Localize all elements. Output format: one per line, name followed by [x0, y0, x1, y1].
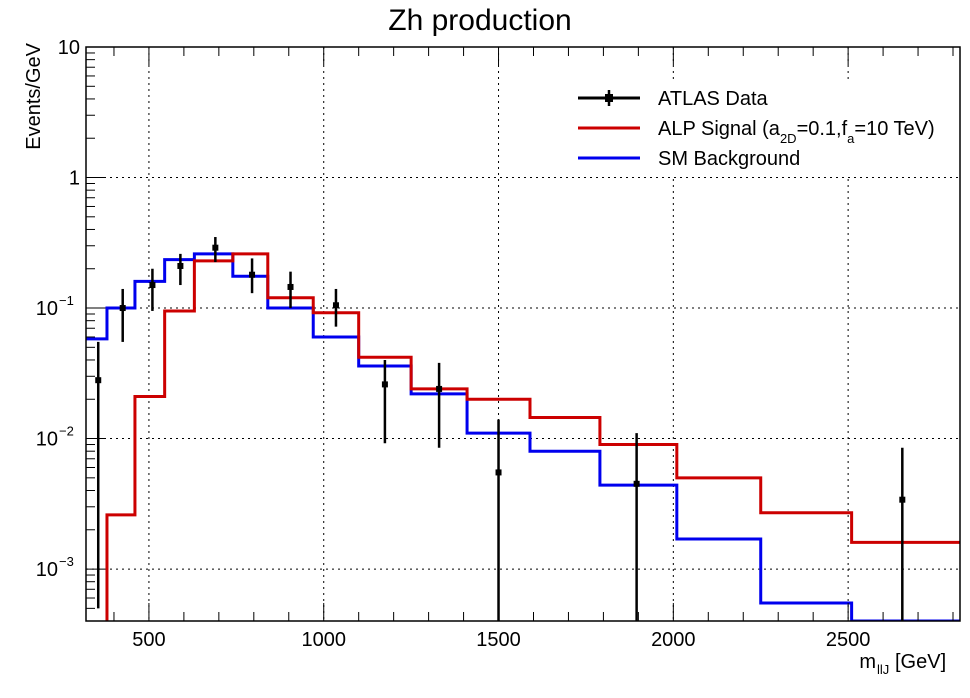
- legend-label: ATLAS Data: [658, 88, 769, 110]
- y-ticks: [86, 46, 104, 622]
- data-point-marker: [249, 271, 256, 278]
- legend-label: ALP Signal (a2D=0.1,fa=10 TeV): [658, 118, 935, 146]
- data-point-marker: [436, 385, 443, 392]
- legend-swatch-marker: [605, 94, 613, 102]
- plot-area: [86, 47, 960, 621]
- data-point-marker: [332, 302, 339, 309]
- data-point-marker: [899, 496, 906, 503]
- x-axis-label-main: m: [859, 651, 876, 673]
- data-point-marker: [177, 262, 184, 269]
- x-axis-label: m llJ [GeV]: [859, 651, 946, 677]
- data-point-marker: [495, 469, 502, 476]
- y-tick-label: 10 −2: [36, 424, 74, 451]
- series-data-points: [95, 237, 906, 621]
- data-point-marker: [95, 377, 102, 384]
- series-group: [86, 237, 960, 621]
- legend: ATLAS Data ALP Signal (a2D=0.1,fa=10 TeV)…: [564, 81, 950, 176]
- x-tick-label: 2500: [826, 629, 871, 651]
- y-tick-label: 1: [69, 168, 80, 190]
- y-tick-label: 10 −3: [36, 554, 74, 581]
- plot-frame: [85, 46, 961, 622]
- y-tick-label: 10 −1: [36, 293, 74, 320]
- data-point-marker: [381, 381, 388, 388]
- y-tick-base: 10: [36, 429, 58, 451]
- y-axis-label: Events/GeV: [23, 42, 45, 149]
- x-axis-label-unit: [GeV]: [895, 651, 946, 673]
- y-tick-exponent: −1: [59, 293, 74, 308]
- x-tick-label: 500: [132, 629, 165, 651]
- y-tick-label: 10: [58, 37, 80, 59]
- data-point-marker: [119, 305, 126, 312]
- y-tick-exponent: −3: [59, 554, 74, 569]
- data-point-marker: [149, 282, 156, 289]
- data-point-marker: [287, 283, 294, 290]
- grid: [86, 47, 960, 621]
- x-ticks: [113, 47, 954, 621]
- y-tick-base: 10: [36, 298, 58, 320]
- y-tick-exponent: −2: [59, 424, 74, 439]
- x-tick-label: 1500: [476, 629, 521, 651]
- series-line-alp-signal: [105, 252, 960, 621]
- data-point-marker: [633, 480, 640, 487]
- data-point-marker: [212, 244, 219, 251]
- x-tick-label: 2000: [651, 629, 696, 651]
- y-tick-base: 10: [36, 559, 58, 581]
- x-axis-label-sub: llJ: [877, 662, 889, 677]
- x-tick-label: 1000: [301, 629, 346, 651]
- chart-title: Zh production: [388, 4, 571, 37]
- legend-label: SM Background: [658, 148, 800, 170]
